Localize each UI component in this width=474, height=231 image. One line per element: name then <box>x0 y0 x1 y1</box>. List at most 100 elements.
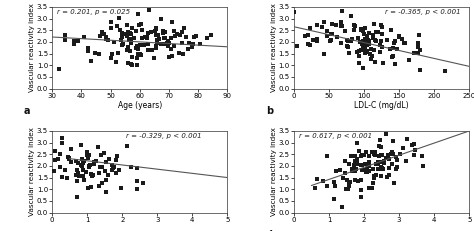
Point <box>441 69 448 73</box>
Point <box>320 52 328 56</box>
Point <box>313 23 320 27</box>
Point <box>377 153 384 157</box>
Point <box>323 29 331 32</box>
Point <box>80 178 88 182</box>
Point <box>359 66 367 70</box>
Point <box>414 51 422 55</box>
Point <box>81 35 88 39</box>
Point <box>112 158 119 162</box>
Point <box>381 161 388 164</box>
Point <box>95 185 103 188</box>
Point <box>323 154 331 157</box>
Point <box>330 180 338 184</box>
Point <box>346 180 354 184</box>
Point <box>152 29 159 33</box>
Point <box>374 161 382 164</box>
Point <box>157 42 164 46</box>
Point <box>368 150 376 154</box>
Point <box>347 14 355 17</box>
Point <box>307 43 314 47</box>
Point <box>118 31 126 35</box>
Point <box>365 160 373 164</box>
Point <box>415 33 422 37</box>
Point <box>311 186 319 190</box>
Point <box>145 8 153 12</box>
Point <box>365 42 373 46</box>
Point <box>391 62 398 65</box>
Point <box>392 167 400 170</box>
Point <box>382 156 390 160</box>
Point <box>365 154 373 158</box>
Point <box>138 28 146 32</box>
Point <box>128 62 135 66</box>
Point <box>360 153 368 157</box>
Point <box>108 168 116 172</box>
Point <box>124 61 132 65</box>
Point <box>306 26 314 30</box>
Point <box>392 155 400 159</box>
Point <box>77 143 85 147</box>
Point <box>398 37 405 41</box>
Point <box>192 34 200 38</box>
Point <box>370 48 378 52</box>
Point <box>377 165 385 169</box>
Point <box>152 27 160 30</box>
Point <box>341 171 348 175</box>
Point <box>85 153 93 157</box>
Point <box>134 53 142 57</box>
Point <box>395 34 402 38</box>
Point <box>80 159 88 163</box>
Point <box>389 55 397 58</box>
Point <box>72 159 80 163</box>
Point <box>339 176 346 179</box>
Point <box>127 165 134 169</box>
Point <box>153 27 160 30</box>
Point <box>354 141 361 145</box>
Point <box>124 30 132 33</box>
Point <box>137 53 145 57</box>
Point <box>172 34 179 38</box>
Point <box>109 166 117 170</box>
Point <box>136 43 144 46</box>
Point <box>148 49 155 52</box>
Point <box>166 55 173 59</box>
Y-axis label: Vascular reactivity index: Vascular reactivity index <box>29 3 36 92</box>
Point <box>385 173 393 176</box>
Point <box>363 34 371 38</box>
Point <box>347 154 355 158</box>
Point <box>118 38 125 42</box>
Point <box>77 163 84 167</box>
Point <box>179 52 187 56</box>
Point <box>379 61 387 65</box>
Point <box>389 46 397 49</box>
Point <box>331 184 338 188</box>
Point <box>301 34 309 38</box>
Point <box>161 31 169 34</box>
Point <box>86 164 93 168</box>
Point <box>358 178 365 182</box>
Point <box>99 181 106 185</box>
Point <box>367 47 374 51</box>
Point <box>363 43 370 47</box>
Point <box>396 152 403 156</box>
Point <box>136 24 143 27</box>
Point <box>379 46 386 49</box>
Point <box>128 26 136 29</box>
Point <box>357 195 365 198</box>
Point <box>83 153 91 157</box>
Point <box>407 125 415 129</box>
Point <box>65 157 73 161</box>
Point <box>403 159 410 162</box>
Point <box>108 27 115 30</box>
Point <box>157 18 164 21</box>
Point <box>102 160 110 164</box>
Point <box>356 49 363 53</box>
Point <box>354 157 361 161</box>
Point <box>357 155 365 158</box>
Point <box>353 161 360 164</box>
Point <box>368 186 376 190</box>
Point <box>362 37 369 40</box>
Point <box>134 12 141 16</box>
Point <box>56 152 64 155</box>
Point <box>144 42 152 46</box>
